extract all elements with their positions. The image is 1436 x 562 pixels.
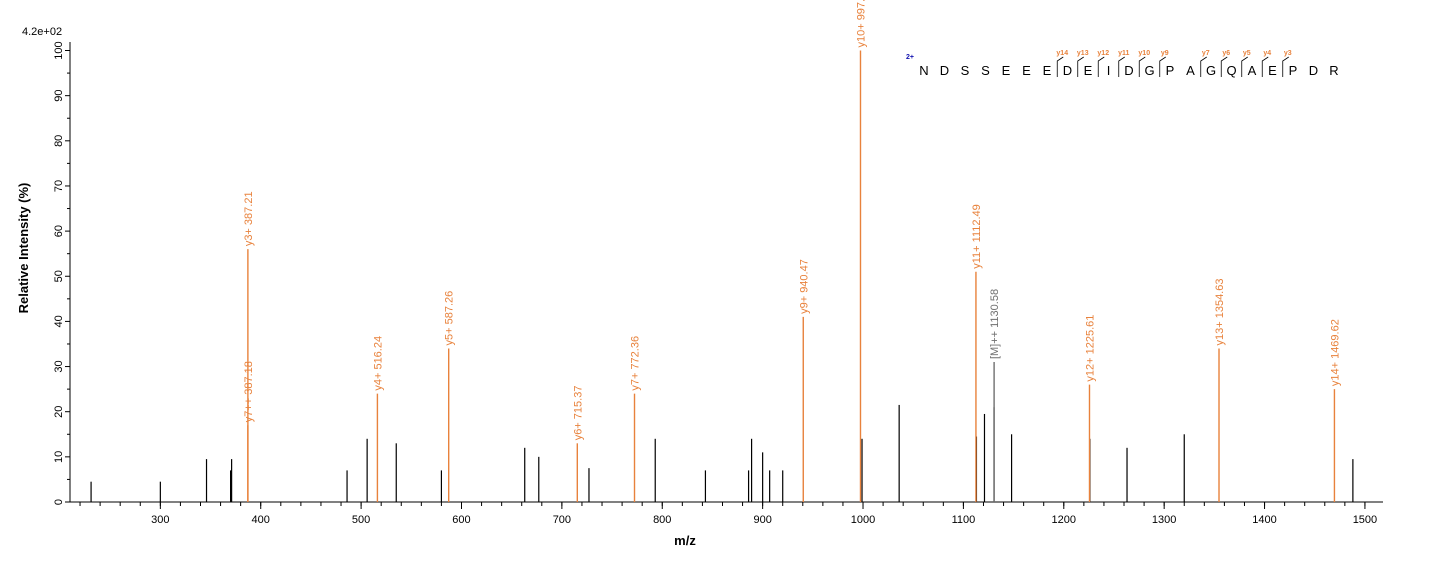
sequence-residue: G <box>1206 63 1216 78</box>
y-ion-label: y6 <box>1222 50 1230 57</box>
sequence-residue: R <box>1329 63 1338 78</box>
y-ion-bracket <box>1159 56 1166 77</box>
x-tick-label: 1000 <box>851 514 875 526</box>
y-ion-bracket <box>1138 56 1146 77</box>
annotated-peak-label: y6+ 715.37 <box>572 386 584 441</box>
annotated-peak-label: y11+ 1112.49 <box>971 204 983 269</box>
annotated-peak-label: y9+ 940.47 <box>798 259 810 314</box>
axes: 0 10 20 30 40 50 60 70 80 90 100 300 400 500 600 700 800… <box>53 41 1383 526</box>
x-tick-label: 400 <box>252 514 270 526</box>
peaks <box>90 50 1354 502</box>
y-ion-bracket <box>1282 56 1289 77</box>
y-axis-title: Relative Intensity (%) <box>16 183 31 314</box>
y-ion-bracket <box>1118 56 1125 77</box>
y-tick-label: 30 <box>53 360 65 372</box>
sequence-residue: P <box>1166 63 1175 78</box>
sequence-residue: D <box>940 63 949 78</box>
y-ion-label: y10 <box>1138 50 1150 57</box>
sequence-residue: G <box>1144 63 1154 78</box>
annotated-peak-label: y10+ 997.48 <box>855 0 867 48</box>
y-ion-label: y14 <box>1056 50 1068 57</box>
y-ion-bracket <box>1241 56 1248 77</box>
y-ion-label: y13 <box>1077 50 1089 57</box>
x-axis-title: m/z <box>674 533 696 548</box>
sequence-residue: S <box>981 63 990 78</box>
annotated-peak-label: y5+ 587.26 <box>444 291 456 346</box>
sequence-residue: A <box>1186 63 1195 78</box>
max-intensity-label: 4.2e+02 <box>22 26 62 38</box>
x-tick-label: 900 <box>753 514 771 526</box>
y-tick-label: 80 <box>53 135 65 147</box>
x-tick-label: 1200 <box>1052 514 1076 526</box>
y-ion-bracket <box>1077 56 1084 77</box>
sequence-residue: E <box>1002 63 1011 78</box>
sequence-residue: N <box>919 63 928 78</box>
y-tick-label: 90 <box>53 90 65 102</box>
y-ion-label: y11 <box>1118 50 1129 57</box>
y-ion-bracket <box>1261 56 1269 77</box>
y-ion-bracket <box>1097 56 1105 77</box>
sequence-residue: Q <box>1226 63 1236 78</box>
peak-labels: y3+ 387.21 y7++ 387.18 y4+ 516.24 y5+ 587.2… <box>243 0 1342 440</box>
x-tick-label: 300 <box>151 514 169 526</box>
sequence-residue: D <box>1309 63 1318 78</box>
y-ion-bracket <box>1056 56 1064 77</box>
sequence-residue: D <box>1063 63 1072 78</box>
y-ion-label: y9 <box>1161 50 1169 57</box>
y-tick-label: 20 <box>53 406 65 418</box>
precursor-peak-label: [M]++ 1130.58 <box>989 289 1001 359</box>
annotated-peak-label: y12+ 1225.61 <box>1084 315 1096 382</box>
y-ion-label: y3 <box>1284 50 1292 57</box>
sequence-residue: E <box>1084 63 1093 78</box>
sequence-residue: P <box>1289 63 1298 78</box>
sequence-residue: E <box>1022 63 1031 78</box>
x-tick-label: 1400 <box>1252 514 1276 526</box>
x-tick-label: 1100 <box>952 514 976 526</box>
y-tick-label: 0 <box>53 499 65 505</box>
sequence-residue: A <box>1248 63 1257 78</box>
x-tick-label: 700 <box>553 514 571 526</box>
y-ion-label: y12 <box>1097 50 1109 57</box>
annotated-peak-label: y13+ 1354.63 <box>1214 279 1226 346</box>
y-tick-label: 60 <box>53 225 65 237</box>
x-tick-label: 600 <box>452 514 470 526</box>
annotated-peak-label: y4+ 516.24 <box>372 336 384 391</box>
y-tick-label: 70 <box>53 180 65 192</box>
x-tick-label: 800 <box>653 514 671 526</box>
y-ion-label: y4 <box>1263 50 1271 57</box>
y-ion-label: y5 <box>1243 50 1251 57</box>
y-ion-bracket <box>1220 56 1228 77</box>
annotated-peak-label: y7++ 387.18 <box>243 361 255 422</box>
sequence-residue: I <box>1107 63 1111 78</box>
sequence-residue: E <box>1043 63 1052 78</box>
y-ion-label: y7 <box>1202 50 1210 57</box>
sequence-residue: S <box>961 63 970 78</box>
sequence-residue: E <box>1268 63 1277 78</box>
y-ion-bracket <box>1200 56 1207 77</box>
charge-state: 2+ <box>906 54 914 61</box>
y-tick-label: 50 <box>53 270 65 282</box>
annotated-peak-label: y3+ 387.21 <box>243 191 255 246</box>
annotated-peak-label: y7+ 772.36 <box>630 336 642 391</box>
y-tick-label: 40 <box>53 315 65 327</box>
x-tick-label: 500 <box>352 514 370 526</box>
annotated-peak-label: y14+ 1469.62 <box>1329 319 1341 386</box>
sequence-residue: D <box>1124 63 1133 78</box>
y-tick-label: 100 <box>53 41 65 59</box>
y-tick-label: 10 <box>53 451 65 463</box>
x-tick-label: 1300 <box>1152 514 1176 526</box>
x-tick-label: 1500 <box>1353 514 1377 526</box>
